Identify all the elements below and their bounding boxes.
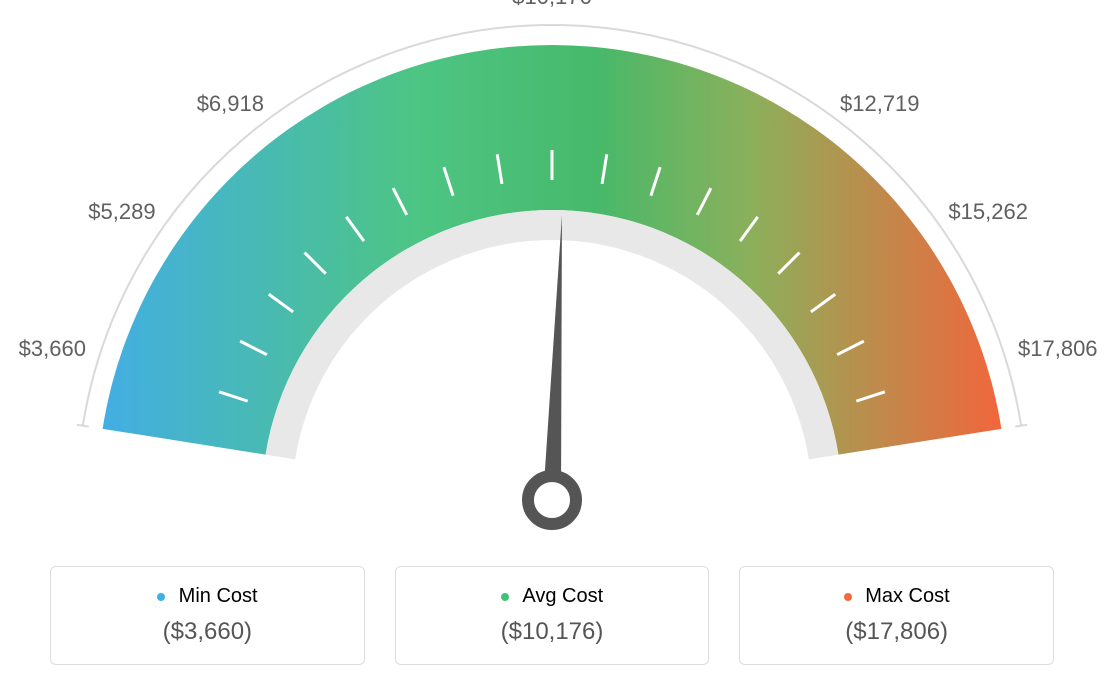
min-dot-icon <box>157 593 165 601</box>
avg-cost-label: Avg Cost <box>522 585 603 607</box>
max-dot-icon <box>844 593 852 601</box>
gauge-tick-label: $12,719 <box>840 91 920 117</box>
gauge-tick-label: $17,806 <box>1018 336 1098 362</box>
max-cost-label: Max Cost <box>865 585 949 607</box>
min-cost-card: Min Cost ($3,660) <box>50 566 365 665</box>
gauge-chart: $3,660 $5,289 $6,918 $10,176 $12,719 $15,262 $… <box>0 0 1104 530</box>
gauge-tick-label: $10,176 <box>512 0 592 10</box>
gauge-tick-label: $6,918 <box>197 91 264 117</box>
max-cost-card: Max Cost ($17,806) <box>739 566 1054 665</box>
min-cost-value: ($3,660) <box>61 618 354 646</box>
max-cost-title: Max Cost <box>750 585 1043 608</box>
gauge-tick-label: $3,660 <box>19 336 86 362</box>
gauge-tick-label: $5,289 <box>88 199 155 225</box>
avg-cost-card: Avg Cost ($10,176) <box>395 566 710 665</box>
min-cost-title: Min Cost <box>61 585 354 608</box>
avg-dot-icon <box>501 593 509 601</box>
gauge-svg <box>0 0 1104 530</box>
min-cost-label: Min Cost <box>179 585 258 607</box>
max-cost-value: ($17,806) <box>750 618 1043 646</box>
avg-cost-value: ($10,176) <box>406 618 699 646</box>
gauge-tick-label: $15,262 <box>948 199 1028 225</box>
cost-cards: Min Cost ($3,660) Avg Cost ($10,176) Max… <box>50 566 1054 665</box>
avg-cost-title: Avg Cost <box>406 585 699 608</box>
